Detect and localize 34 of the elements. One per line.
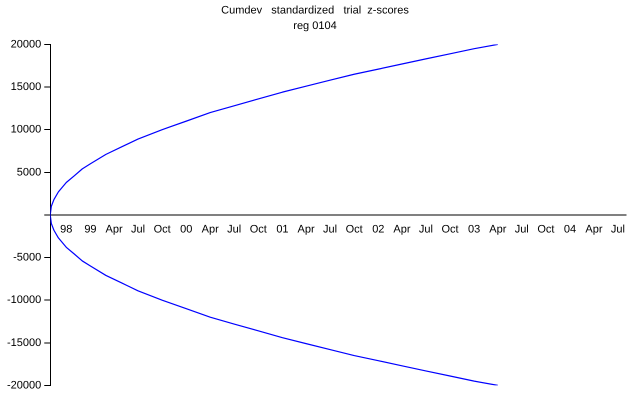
y-tick-label: 15000 (10, 81, 42, 94)
y-tick-label: -5000 (13, 252, 42, 264)
x-tick-label: Apr (106, 224, 123, 236)
x-tick-label: 01 (276, 224, 289, 236)
x-tick-label: Jul (418, 224, 433, 236)
x-tick-label: 03 (468, 224, 480, 236)
x-tick-label: Jul (227, 224, 242, 236)
x-tick-label: Apr (298, 224, 315, 236)
x-tick-label: Oct (441, 224, 459, 236)
x-tick-label: Jul (322, 224, 338, 236)
x-tick-label: 02 (372, 224, 384, 236)
x-tick-label: Apr (202, 224, 220, 236)
x-tick-label: Apr (393, 224, 411, 236)
x-tick-label: Apr (585, 224, 603, 236)
x-tick-label: Oct (250, 224, 267, 236)
chart-title: Cumdev standardized trial z-scores (221, 4, 410, 17)
x-tick-label: 00 (180, 224, 192, 236)
x-tick-label: Oct (154, 224, 171, 236)
x-tick-label: Jul (130, 224, 146, 236)
y-tick-label: 20000 (10, 38, 42, 50)
x-tick-label: 04 (564, 224, 576, 236)
chart-subtitle: reg 0104 (293, 20, 337, 32)
x-tick-label: Jul (514, 224, 529, 236)
y-tick-label: 10000 (10, 124, 42, 136)
y-tick-label: -20000 (6, 379, 42, 392)
y-tick-label: -10000 (6, 294, 42, 306)
x-tick-label: Jul (610, 224, 625, 236)
y-tick-label: 5000 (16, 166, 42, 178)
x-tick-label: Apr (489, 224, 507, 236)
x-tick-label: 98 (60, 224, 72, 236)
y-tick-label: -15000 (6, 336, 42, 349)
x-tick-label: Oct (537, 224, 554, 236)
x-tick-label: Oct (346, 224, 363, 236)
x-tick-label: 99 (84, 224, 97, 236)
